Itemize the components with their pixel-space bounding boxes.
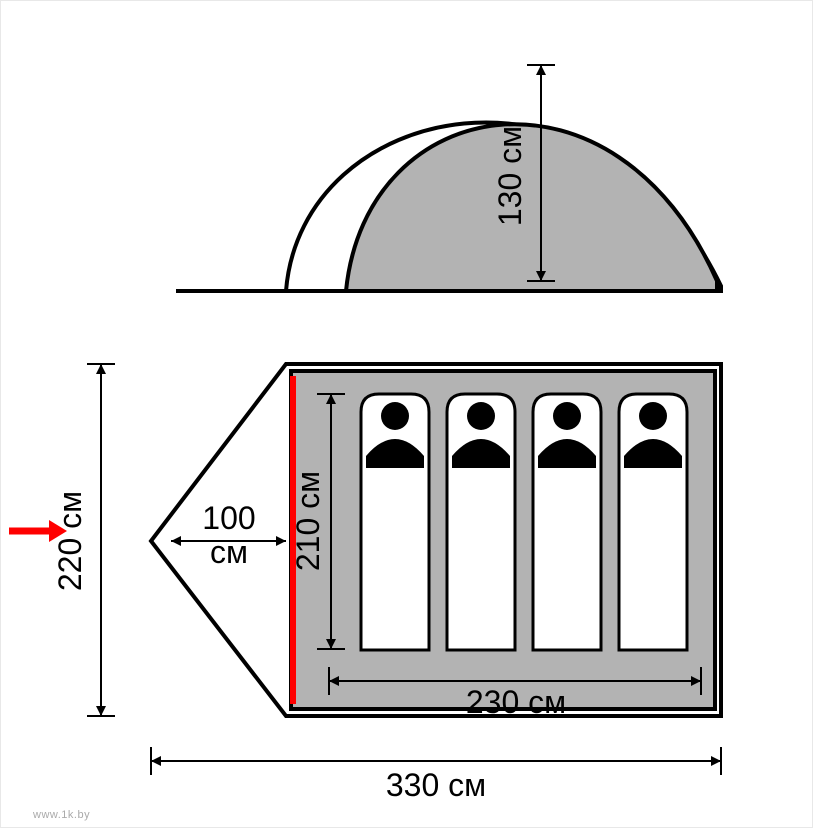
watermark: www.1k.by [33, 809, 90, 821]
bag-outline [533, 394, 601, 650]
sleeping-bag-1 [361, 394, 429, 650]
sleeping-bag-2 [447, 394, 515, 650]
bag-outline [619, 394, 687, 650]
dim-total-width: 220 см [52, 364, 115, 716]
dim-height-label: 130 см [492, 126, 528, 226]
tent-diagram-svg: 130 см 330 см 220 см 100см 230 см 210 см [1, 1, 813, 829]
dim-total-length-label: 330 см [386, 767, 486, 803]
side-elevation [176, 122, 721, 291]
dim-inner-length-label: 230 см [466, 684, 566, 720]
person-head-icon [381, 402, 409, 430]
dim-inner-width-label: 210 см [290, 471, 326, 571]
floor-plan [9, 364, 721, 716]
sleeping-bag-4 [619, 394, 687, 650]
person-head-icon [553, 402, 581, 430]
dim-total-length: 330 см [151, 747, 721, 803]
dim-total-width-label: 220 см [52, 491, 88, 591]
sleeping-bag-3 [533, 394, 601, 650]
person-head-icon [467, 402, 495, 430]
bag-outline [447, 394, 515, 650]
person-head-icon [639, 402, 667, 430]
bag-outline [361, 394, 429, 650]
diagram-canvas: 130 см 330 см 220 см 100см 230 см 210 см www.… [0, 0, 813, 828]
dim-vestibule-label: 100 [202, 500, 255, 536]
dim-vestibule-unit: см [210, 534, 248, 570]
